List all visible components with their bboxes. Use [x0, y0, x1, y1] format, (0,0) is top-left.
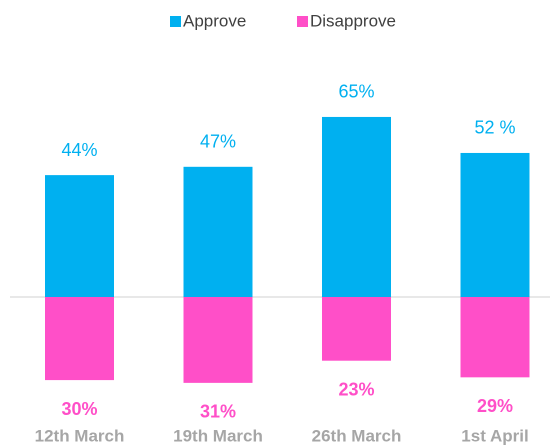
data-label: 31%	[200, 402, 236, 422]
bar	[183, 166, 253, 297]
bar	[45, 175, 114, 297]
bar	[183, 297, 253, 383]
legend-label: Disapprove	[310, 11, 396, 30]
data-label: 52 %	[474, 118, 515, 138]
bar	[322, 297, 391, 361]
legend-swatch	[170, 16, 181, 27]
bar	[45, 297, 114, 381]
bar	[322, 116, 391, 297]
data-label: 30%	[61, 399, 97, 419]
data-label: 65%	[338, 82, 374, 102]
bar	[460, 297, 530, 378]
data-label: 44%	[61, 140, 97, 160]
legend-label: Approve	[183, 11, 246, 30]
data-label: 23%	[338, 379, 374, 399]
x-tick-label: 1st April	[461, 426, 528, 445]
x-tick-label: 12th March	[35, 426, 125, 445]
x-tick-label: 19th March	[173, 426, 263, 445]
x-tick-label: 26th March	[312, 426, 402, 445]
bar	[460, 152, 530, 297]
legend-swatch	[297, 16, 308, 27]
data-label: 47%	[200, 132, 236, 152]
data-label: 29%	[477, 396, 513, 416]
